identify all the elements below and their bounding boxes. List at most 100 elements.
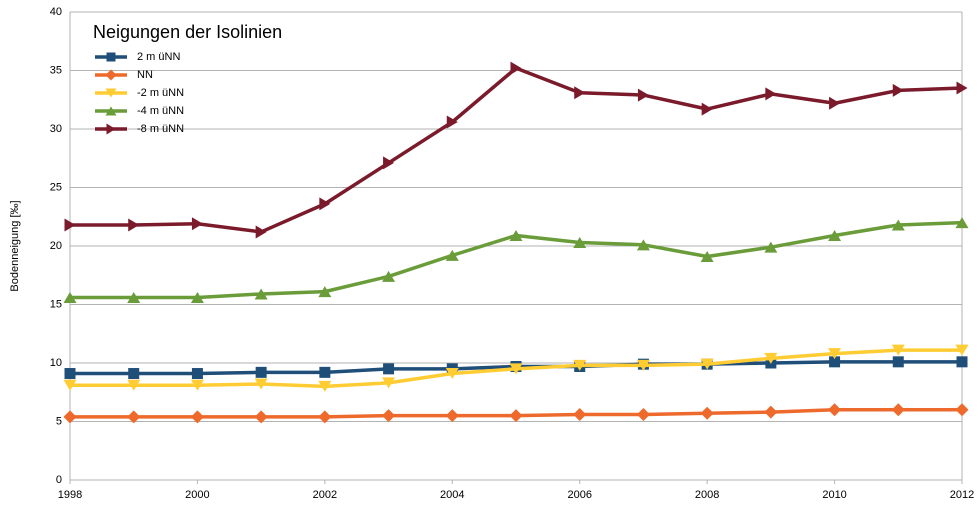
y-axis-label: Bodenneigung [‰] <box>9 200 21 291</box>
marker <box>700 251 714 263</box>
x-tick-label: 2000 <box>185 489 209 501</box>
marker <box>829 356 841 368</box>
marker <box>764 241 778 253</box>
marker <box>574 86 586 100</box>
marker <box>955 344 969 356</box>
x-tick-label: 2004 <box>440 489 464 501</box>
marker <box>764 405 778 419</box>
marker <box>573 236 587 248</box>
marker <box>509 229 523 241</box>
marker <box>636 359 650 371</box>
marker <box>319 197 331 211</box>
marker <box>127 379 141 391</box>
y-tick-label: 40 <box>50 6 62 18</box>
marker <box>764 352 778 364</box>
marker <box>190 291 204 303</box>
legend-label: -4 m üNN <box>137 105 184 117</box>
marker <box>383 363 395 375</box>
marker <box>319 366 331 378</box>
marker <box>128 368 140 380</box>
y-tick-label: 20 <box>50 240 62 252</box>
marker <box>63 291 77 303</box>
marker <box>382 377 396 389</box>
marker <box>64 368 76 380</box>
marker <box>829 96 841 110</box>
marker <box>254 288 268 300</box>
marker <box>318 286 332 298</box>
marker <box>573 359 587 371</box>
marker <box>445 368 459 380</box>
marker <box>191 368 203 380</box>
legend-marker <box>105 88 117 98</box>
marker <box>828 348 842 360</box>
y-tick-label: 0 <box>56 474 62 486</box>
x-tick-label: 2008 <box>695 489 719 501</box>
marker <box>64 218 76 232</box>
marker <box>700 358 714 370</box>
legend-label: -8 m üNN <box>137 123 184 135</box>
marker <box>828 403 842 417</box>
marker <box>636 407 650 421</box>
x-tick-label: 2010 <box>822 489 846 501</box>
marker <box>318 410 332 424</box>
marker <box>254 378 268 390</box>
marker <box>190 379 204 391</box>
marker <box>446 115 458 129</box>
marker <box>63 379 77 391</box>
marker <box>828 229 842 241</box>
y-tick-label: 5 <box>56 415 62 427</box>
marker <box>191 217 203 231</box>
marker <box>445 409 459 423</box>
y-tick-label: 35 <box>50 64 62 76</box>
x-tick-label: 2002 <box>313 489 337 501</box>
legend-marker <box>105 69 117 81</box>
legend-label: -2 m üNN <box>137 87 184 99</box>
marker <box>318 380 332 392</box>
marker <box>636 239 650 251</box>
legend-label: NN <box>137 69 153 81</box>
chart-title: Neigungen der Isolinien <box>93 22 282 42</box>
marker <box>573 407 587 421</box>
marker <box>891 403 905 417</box>
legend-marker <box>105 106 117 116</box>
y-tick-label: 10 <box>50 357 62 369</box>
marker <box>955 217 969 229</box>
marker <box>383 156 395 170</box>
marker <box>892 83 904 97</box>
y-tick-label: 15 <box>50 298 62 310</box>
marker <box>382 409 396 423</box>
y-tick-label: 30 <box>50 123 62 135</box>
marker <box>701 102 713 116</box>
marker <box>509 409 523 423</box>
y-tick-label: 25 <box>50 181 62 193</box>
marker <box>128 218 140 232</box>
marker <box>700 406 714 420</box>
legend-marker <box>106 123 116 135</box>
marker <box>510 61 522 75</box>
marker <box>190 410 204 424</box>
marker <box>956 81 968 95</box>
marker <box>127 291 141 303</box>
marker <box>445 249 459 261</box>
marker <box>63 410 77 424</box>
legend-label: 2 m üNN <box>137 51 180 63</box>
legend-marker <box>106 52 116 62</box>
marker <box>891 344 905 356</box>
marker <box>765 87 777 101</box>
x-tick-label: 2012 <box>950 489 974 501</box>
marker <box>255 366 267 378</box>
marker <box>956 356 968 368</box>
x-tick-label: 1998 <box>58 489 82 501</box>
marker <box>891 219 905 231</box>
marker <box>382 270 396 282</box>
marker <box>955 403 969 417</box>
marker <box>127 410 141 424</box>
marker <box>254 410 268 424</box>
marker <box>509 363 523 375</box>
marker <box>255 225 267 239</box>
marker <box>892 356 904 368</box>
x-tick-label: 2006 <box>567 489 591 501</box>
marker <box>637 88 649 102</box>
